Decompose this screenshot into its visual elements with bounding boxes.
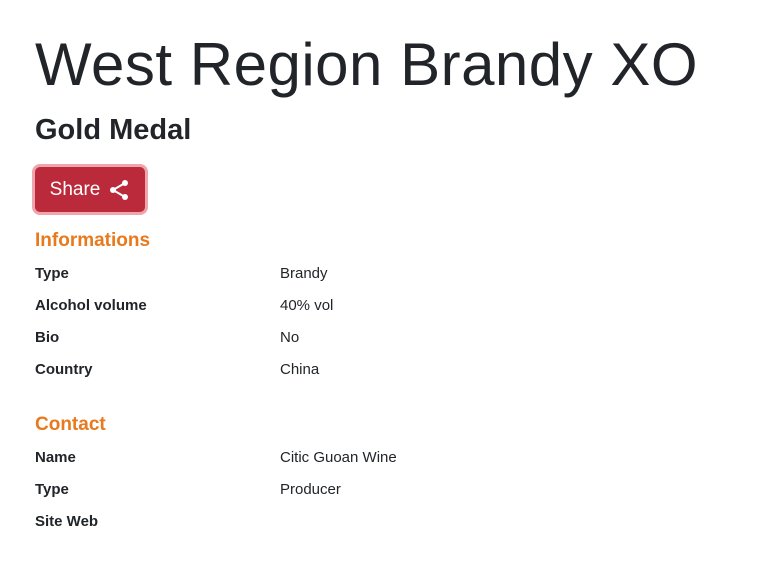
value: China [280, 361, 320, 378]
label: Type [35, 481, 69, 498]
share-icon [110, 179, 129, 200]
share-label: Share [49, 178, 101, 200]
share-button[interactable]: Share [35, 167, 145, 212]
label: Country [35, 361, 93, 378]
informations-heading: Informations [35, 230, 151, 251]
award: Gold Medal [35, 114, 192, 146]
value: No [280, 329, 300, 346]
label: Type [35, 265, 69, 282]
info-row-country: Country China [35, 361, 735, 381]
info-row-bio: Bio No [35, 329, 735, 349]
label: Bio [35, 329, 60, 346]
contact-row-type: Type Producer [35, 481, 735, 501]
value: Producer [280, 481, 341, 498]
contact-row-site: Site Web [35, 513, 735, 533]
info-row-alcohol: Alcohol volume 40% vol [35, 297, 735, 317]
contact-row-name: Name Citic Guoan Wine [35, 449, 735, 469]
info-row-type: Type Brandy [35, 265, 735, 285]
value: Citic Guoan Wine [280, 449, 397, 466]
value: Brandy [280, 265, 328, 282]
contact-heading: Contact [35, 414, 106, 435]
page-title: West Region Brandy XO [35, 31, 699, 98]
value: 40% vol [280, 297, 334, 314]
label: Alcohol volume [35, 297, 147, 314]
label: Name [35, 449, 76, 466]
label: Site Web [35, 513, 99, 530]
